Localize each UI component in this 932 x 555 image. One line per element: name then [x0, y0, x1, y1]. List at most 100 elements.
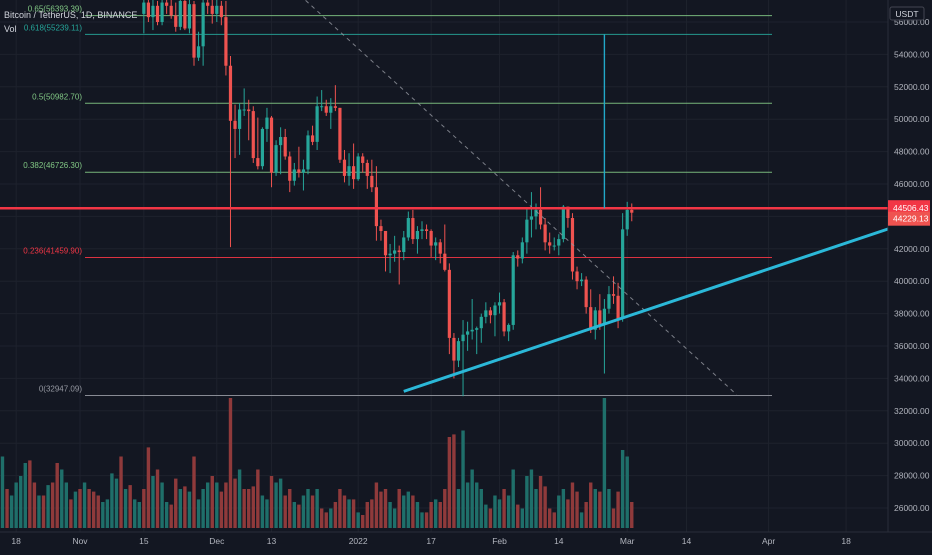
- volume-bars: [0, 398, 634, 528]
- volume-bar: [260, 495, 265, 528]
- volume-bar: [224, 482, 228, 528]
- candle-body: [466, 331, 470, 335]
- volume-bar: [23, 463, 27, 528]
- fib-level-label[interactable]: 0(32947.09): [39, 384, 82, 393]
- candle-body: [379, 226, 383, 231]
- volume-bar: [607, 489, 611, 528]
- volume-bar: [187, 491, 192, 528]
- candle-body: [434, 242, 438, 246]
- candle-body: [160, 2, 164, 23]
- volume-bar: [82, 482, 87, 528]
- time-tick-label: 18: [11, 536, 21, 546]
- volume-bar: [557, 495, 561, 528]
- volume-bar: [598, 491, 602, 528]
- volume-bar: [433, 499, 438, 528]
- volume-bar: [55, 463, 59, 528]
- volume-bar: [215, 482, 219, 528]
- candle-body: [297, 169, 301, 173]
- volume-bar: [155, 469, 160, 528]
- volume-bar: [133, 499, 137, 528]
- volume-bar: [91, 491, 96, 528]
- volume-bar: [443, 489, 447, 528]
- volume-bar: [338, 489, 342, 528]
- time-axis[interactable]: 18 Nov 15 Dec 13 2022 17 Feb 14 Mar 14 Apr 18: [0, 531, 932, 550]
- volume-bar: [406, 491, 411, 528]
- candle-body: [461, 334, 465, 342]
- support-trend-line: [403, 226, 893, 393]
- candle-body: [447, 269, 451, 338]
- candle-body: [192, 4, 196, 58]
- volume-bar: [566, 499, 570, 528]
- candle-body: [165, 2, 169, 6]
- candle-body: [607, 294, 611, 309]
- candle-body: [206, 2, 210, 6]
- volume-bar: [0, 456, 5, 528]
- volume-bar: [256, 469, 260, 528]
- candle-body: [219, 5, 223, 18]
- volume-bar: [397, 489, 401, 528]
- volume-bar: [593, 489, 597, 528]
- price-tick-label: 54000.00: [894, 49, 930, 59]
- time-tick-label: Feb: [492, 536, 507, 546]
- volume-bar: [616, 491, 620, 528]
- volume-bar: [534, 489, 538, 528]
- volume-bar: [41, 495, 46, 528]
- candle-body: [552, 245, 556, 247]
- volume-bar: [201, 489, 205, 528]
- volume-bar: [465, 482, 470, 528]
- price-tick-label: 40000.00: [894, 276, 930, 286]
- volume-bar: [151, 476, 155, 528]
- volume-bar: [547, 508, 552, 528]
- candle-body: [151, 5, 155, 18]
- candle-body: [479, 316, 483, 329]
- candle-body: [484, 310, 488, 317]
- candle-body: [370, 175, 374, 188]
- candle-body: [320, 106, 324, 108]
- candle-body: [497, 302, 502, 306]
- price-tick-label: 34000.00: [894, 373, 930, 383]
- volume-bar: [87, 489, 91, 528]
- candle-body: [493, 305, 497, 316]
- time-tick-label: Dec: [209, 536, 225, 546]
- candle-body: [279, 137, 283, 146]
- fib-level-label[interactable]: 0.618(55239.11): [24, 23, 82, 32]
- grid: [0, 0, 888, 532]
- volume-bar: [37, 495, 41, 528]
- price-axis[interactable]: 26000.00 28000.00 30000.00 32000.00 34000.00…: [887, 0, 932, 532]
- symbol-title[interactable]: Bitcoin / TetherUS, 1D, BINANCE: [4, 10, 138, 20]
- volume-bar: [78, 489, 82, 528]
- volume-bar: [169, 504, 173, 528]
- volume-bar: [310, 495, 315, 528]
- candle-body: [580, 279, 584, 282]
- price-tick-label: 38000.00: [894, 309, 930, 319]
- fibonacci-levels[interactable]: 0.65(56393.39) 0.618(55239.11) 0.5(50982.7…: [23, 5, 772, 396]
- drawings[interactable]: [0, 0, 893, 395]
- volume-label[interactable]: Vol: [4, 24, 17, 34]
- price-tick-label: 50000.00: [894, 114, 930, 124]
- fib-level-label[interactable]: 0.65(56393.39): [28, 5, 83, 14]
- candle-body: [352, 166, 356, 180]
- fib-level-label[interactable]: 0.236(41459.90): [23, 247, 82, 256]
- candle-body: [611, 294, 616, 296]
- volume-bar: [142, 489, 146, 528]
- candle-body: [534, 209, 538, 217]
- candle-body: [306, 135, 310, 170]
- candle-body: [347, 166, 351, 176]
- volume-bar: [370, 499, 374, 528]
- candle-body: [224, 17, 228, 66]
- volume-bar: [570, 482, 575, 528]
- time-axis-background: [0, 532, 932, 550]
- fib-level-label[interactable]: 0.382(46726.30): [23, 161, 82, 170]
- volume-bar: [123, 489, 128, 528]
- candle-body: [452, 337, 456, 361]
- candle-body: [393, 250, 397, 254]
- fib-level-label[interactable]: 0.5(50982.70): [32, 92, 82, 101]
- candle-body: [516, 255, 520, 259]
- volume-bar: [73, 491, 78, 528]
- candle-body: [238, 109, 242, 129]
- volume-bar: [484, 504, 488, 528]
- time-tick-label: Apr: [762, 536, 775, 546]
- volume-bar: [297, 504, 301, 528]
